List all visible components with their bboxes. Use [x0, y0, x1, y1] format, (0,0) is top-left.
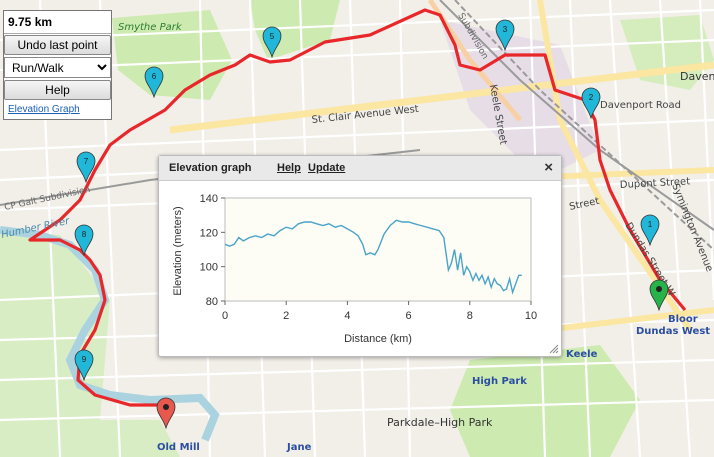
route-marker-1[interactable]: 1	[640, 214, 660, 247]
route-marker-8[interactable]: 8	[74, 224, 94, 257]
help-button[interactable]: Help	[4, 80, 111, 100]
elevation-series-line	[224, 219, 522, 295]
map-label-bloor: Bloor	[668, 314, 698, 325]
route-marker-label: 8	[82, 230, 87, 239]
x-axis-label: Distance (km)	[344, 333, 412, 345]
industrial-area	[440, 20, 600, 180]
elevation-help-link[interactable]: Help	[277, 162, 301, 174]
x-tick-label: 6	[406, 310, 412, 322]
route-marker-5[interactable]: 5	[262, 26, 282, 59]
route-marker-3[interactable]: 3	[495, 19, 515, 52]
route-marker-9[interactable]: 9	[74, 349, 94, 382]
start-marker-icon[interactable]	[649, 279, 669, 312]
map-label-davenport-road: Davenport Road	[600, 100, 681, 111]
y-tick-label: 140	[200, 193, 218, 205]
end-marker-icon[interactable]	[156, 397, 176, 430]
valley-park-area	[0, 230, 180, 457]
route-marker-label: 5	[270, 32, 275, 41]
activity-mode-select[interactable]: Run/Walk	[4, 57, 111, 78]
elevation-graph-link[interactable]: Elevation Graph	[8, 104, 80, 115]
route-marker-label: 6	[152, 72, 157, 81]
y-tick-label: 80	[206, 296, 218, 308]
x-tick-label: 10	[525, 310, 537, 322]
route-marker-label: 3	[503, 25, 508, 34]
route-line[interactable]	[28, 8, 687, 407]
map-label-jane: Jane	[286, 442, 312, 453]
x-tick-label: 4	[344, 310, 350, 322]
map-label-high-park: High Park	[472, 376, 527, 387]
close-icon[interactable]: ×	[544, 159, 553, 176]
route-marker-7[interactable]: 7	[76, 151, 96, 184]
high-park-area	[450, 345, 640, 457]
distance-readout: 9.75 km	[4, 11, 111, 34]
elevation-graph-window: Elevation graph Help Update × 80 100 120 14…	[158, 155, 562, 357]
elevation-chart: 80 100 120 140 0 2 4 6 8 10 Elevation (meters) D…	[172, 193, 537, 345]
map-label-dundas-west: Dundas West	[636, 326, 710, 337]
map-label-davenport-abbr: Daven	[680, 70, 714, 83]
map-label-old-mill: Old Mill	[157, 442, 200, 453]
y-tick-label: 100	[200, 262, 218, 274]
map-label-keele-station: Keele	[566, 349, 598, 360]
route-marker-label: 1	[648, 220, 653, 229]
x-tick-label: 8	[467, 310, 473, 322]
x-tick-label: 0	[222, 310, 228, 322]
route-markers: 1 2 3 8 5 6 7 9	[74, 19, 669, 430]
map-label-dupont-street: Dupont Street	[620, 176, 691, 191]
route-marker-6[interactable]: 6	[144, 66, 164, 99]
route-marker-2[interactable]: 2	[581, 87, 601, 120]
y-tick-label: 120	[200, 227, 218, 239]
map-label-parkdale-high-park: Parkdale–High Park	[387, 416, 493, 429]
map-label-smythe-park: Smythe Park	[118, 22, 183, 33]
elevation-window-title: Elevation graph	[169, 162, 252, 174]
route-marker-label: 2	[589, 93, 594, 102]
resize-grip-icon[interactable]	[549, 344, 559, 354]
y-axis-label: Elevation (meters)	[172, 206, 184, 295]
x-tick-label: 2	[283, 310, 289, 322]
elevation-update-link[interactable]: Update	[308, 162, 346, 174]
route-control-panel: 9.75 km Undo last point Run/Walk Help El…	[3, 10, 112, 120]
elevation-window-header[interactable]: Elevation graph Help Update ×	[159, 156, 561, 181]
undo-last-point-button[interactable]: Undo last point	[4, 35, 111, 55]
route-marker-label: 9	[82, 355, 87, 364]
route-marker-label: 7	[84, 157, 89, 166]
